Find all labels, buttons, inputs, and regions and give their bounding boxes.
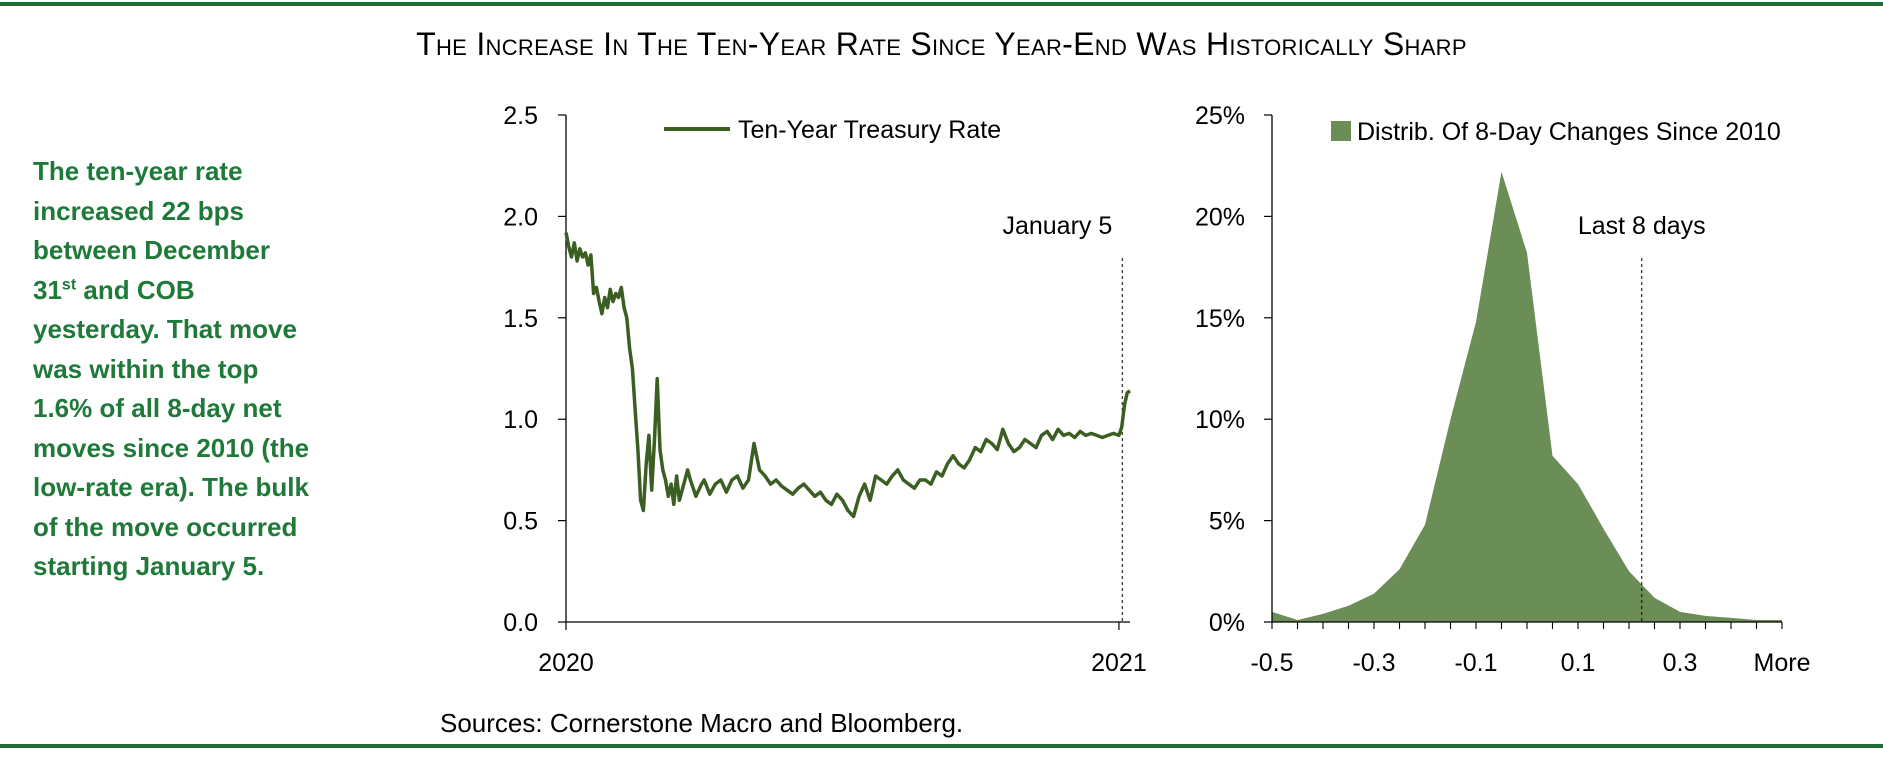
area-y-tick-label: 15% bbox=[1195, 305, 1245, 333]
area-chart: 0% 5% 10% 15% 20% 25% -0.5 -0.3 -0.1 0.1 0.3 More La… bbox=[1195, 102, 1811, 677]
area-y-tick-label: 20% bbox=[1195, 203, 1245, 231]
line-x-tick-label: 2020 bbox=[538, 649, 594, 677]
line-x-tick-label: 2021 bbox=[1091, 649, 1147, 677]
line-chart: 0.0 0.5 1.0 1.5 2.0 2.5 2020 2021 January 5 Ten-Y… bbox=[503, 102, 1147, 677]
area-x-tick-label: 0.3 bbox=[1663, 649, 1698, 677]
jan5-annotation-label: January 5 bbox=[1002, 212, 1112, 240]
line-y-tick-label: 1.5 bbox=[503, 305, 538, 333]
sources-note: Sources: Cornerstone Macro and Bloomberg… bbox=[440, 708, 964, 738]
area-legend-label: Distrib. Of 8-Day Changes Since 2010 bbox=[1357, 118, 1781, 146]
title-text: The Increase In The Ten-Year Rate Since … bbox=[416, 26, 1467, 62]
last-8-days-annotation-label: Last 8 days bbox=[1578, 212, 1706, 240]
line-legend-label: Ten-Year Treasury Rate bbox=[738, 116, 1001, 144]
area-x-tick-label: 0.1 bbox=[1561, 649, 1596, 677]
line-y-tick-label: 0.5 bbox=[503, 508, 538, 536]
bottom-rule bbox=[0, 744, 1883, 748]
area-y-tick-label: 25% bbox=[1195, 102, 1245, 130]
page-title: The Increase In The Ten-Year Rate Since … bbox=[0, 26, 1883, 63]
area-x-tick-label: More bbox=[1754, 649, 1811, 677]
note-text-part1: The ten-year rate increased 22 bps betwe… bbox=[33, 156, 270, 305]
top-rule bbox=[0, 2, 1883, 6]
area-y-tick-label: 5% bbox=[1209, 508, 1245, 536]
area-y-tick-label: 0% bbox=[1209, 609, 1245, 637]
area-x-tick-label: -0.1 bbox=[1454, 649, 1497, 677]
area-y-tick-label: 10% bbox=[1195, 406, 1245, 434]
line-y-tick-label: 0.0 bbox=[503, 609, 538, 637]
area-legend-swatch bbox=[1331, 121, 1351, 141]
commentary-note: The ten-year rate increased 22 bps betwe… bbox=[33, 152, 313, 587]
area-x-tick-label: -0.3 bbox=[1352, 649, 1395, 677]
note-superscript: st bbox=[61, 275, 77, 293]
ten-year-rate-series bbox=[564, 232, 1132, 519]
line-y-tick-label: 1.0 bbox=[503, 406, 538, 434]
distribution-area-series bbox=[1272, 171, 1782, 623]
note-text-part2: and COB yesterday. That move was within … bbox=[33, 274, 310, 582]
line-y-tick-label: 2.5 bbox=[503, 102, 538, 130]
area-x-tick-label: -0.5 bbox=[1250, 649, 1293, 677]
line-y-tick-label: 2.0 bbox=[503, 203, 538, 231]
